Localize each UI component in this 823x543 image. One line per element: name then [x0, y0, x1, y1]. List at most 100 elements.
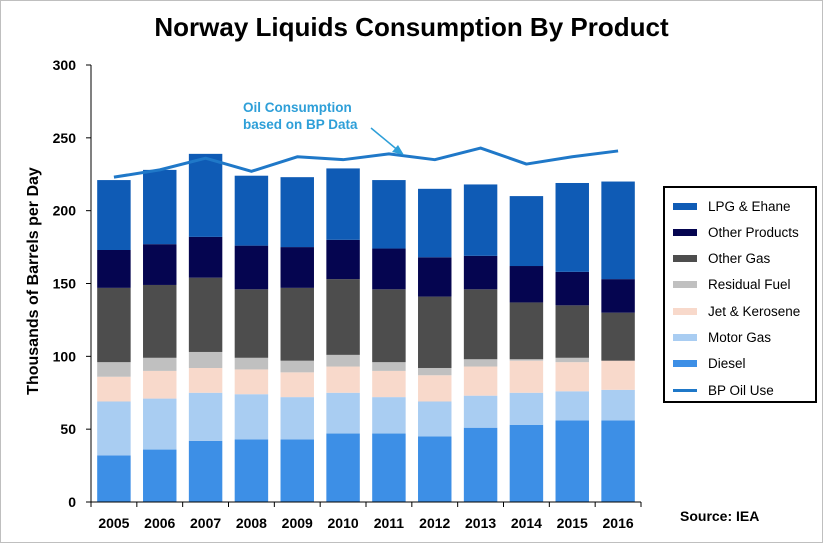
legend-item: Motor Gas: [673, 329, 771, 347]
bar-segment-lpg-ehane: [509, 196, 544, 267]
x-tick-label: 2014: [511, 515, 542, 531]
bar-segment-lpg-ehane: [188, 153, 223, 237]
bar-segment-residual-fuel: [188, 351, 223, 368]
bar-segment-motor-gas: [601, 389, 635, 421]
bar-segment-other-gas: [326, 279, 360, 355]
legend-swatch: [673, 228, 697, 236]
legend-item: Other Products: [673, 223, 799, 241]
y-tick-label: 50: [60, 421, 76, 437]
bar-segment-other-products: [143, 244, 177, 285]
x-tick-label: 2012: [419, 515, 450, 531]
bar-segment-other-products: [555, 271, 589, 306]
bar-segment-jet-kerosene: [418, 375, 452, 402]
bar-segment-other-products: [463, 255, 498, 290]
bar-segment-jet-kerosene: [326, 366, 360, 393]
bar-segment-motor-gas: [143, 398, 177, 450]
bar-segment-other-gas: [418, 296, 452, 368]
bar-segment-diesel: [555, 420, 589, 502]
bar-segment-diesel: [463, 427, 498, 502]
bar-segment-jet-kerosene: [463, 366, 498, 396]
bar-segment-jet-kerosene: [143, 370, 177, 399]
y-tick-label: 100: [53, 348, 77, 364]
bar-segment-diesel: [234, 439, 269, 502]
bar-segment-jet-kerosene: [372, 370, 406, 398]
bar-segment-other-gas: [509, 302, 544, 360]
bar-segment-residual-fuel: [326, 354, 360, 367]
x-tick-label: 2015: [557, 515, 588, 531]
x-tick-label: 2011: [374, 515, 405, 531]
bar-segment-other-gas: [234, 289, 269, 358]
bar-segment-lpg-ehane: [143, 169, 177, 245]
bar-segment-other-gas: [280, 287, 314, 361]
bar-segment-residual-fuel: [234, 357, 269, 370]
bar-segment-residual-fuel: [143, 357, 177, 371]
bar-segment-other-gas: [97, 287, 131, 363]
bar-segment-other-products: [601, 279, 635, 313]
legend-line-swatch: [673, 388, 697, 392]
bar-segment-jet-kerosene: [509, 360, 544, 393]
y-tick-label: 0: [68, 494, 76, 510]
legend-swatch: [673, 334, 697, 341]
bar-segment-other-products: [280, 247, 314, 288]
bar-segment-motor-gas: [372, 397, 406, 434]
bar-segment-diesel: [418, 436, 452, 502]
annotation-text: Oil Consumption: [243, 100, 352, 115]
legend-swatch: [673, 255, 697, 263]
bar-segment-residual-fuel: [463, 359, 498, 367]
bar-segment-motor-gas: [234, 394, 269, 440]
bar-segment-residual-fuel: [418, 367, 452, 376]
bar-segment-lpg-ehane: [463, 184, 498, 256]
bar-segment-other-gas: [463, 289, 498, 360]
legend-swatch: [673, 307, 697, 315]
bar-segment-motor-gas: [97, 401, 131, 456]
bar-segment-other-products: [509, 266, 544, 303]
bar-segment-motor-gas: [509, 392, 544, 425]
legend-label: LPG & Ehane: [708, 198, 791, 214]
bar-segment-diesel: [143, 449, 177, 502]
legend-swatch: [673, 360, 697, 368]
y-tick-label: 250: [53, 130, 77, 146]
bar-segment-lpg-ehane: [418, 188, 452, 258]
bar-segment-jet-kerosene: [280, 372, 314, 398]
legend-swatch: [673, 281, 697, 289]
legend-item: Residual Fuel: [673, 276, 791, 294]
x-tick-label: 2008: [236, 515, 267, 531]
bar-segment-diesel: [372, 433, 406, 502]
bar-segment-lpg-ehane: [234, 175, 269, 246]
bar-segment-motor-gas: [463, 395, 498, 428]
y-tick-label: 150: [53, 276, 77, 292]
bar-segment-other-products: [97, 249, 131, 288]
bar-segment-lpg-ehane: [372, 180, 406, 249]
bar-segment-lpg-ehane: [97, 180, 131, 250]
bp-oil-use-line: [113, 146, 619, 179]
legend-label: Residual Fuel: [708, 277, 791, 293]
legend-label: Jet & Kerosene: [708, 303, 801, 319]
legend-label: Other Products: [708, 224, 799, 240]
legend-item: LPG & Ehane: [673, 197, 791, 215]
bar-segment-other-products: [326, 239, 360, 280]
bar-segment-motor-gas: [326, 392, 360, 434]
legend-swatch: [673, 202, 697, 210]
bar-segment-motor-gas: [188, 392, 223, 441]
bar-segment-lpg-ehane: [280, 177, 314, 248]
bar-segment-motor-gas: [555, 391, 589, 421]
bar-segment-lpg-ehane: [555, 182, 589, 272]
bar-segment-residual-fuel: [97, 362, 131, 377]
bar-segment-diesel: [280, 439, 314, 502]
legend-label: Other Gas: [708, 251, 771, 267]
bar-segment-motor-gas: [280, 397, 314, 440]
legend-item: Diesel: [673, 355, 746, 373]
chart-title: Norway Liquids Consumption By Product: [154, 12, 669, 42]
bar-segment-diesel: [97, 455, 131, 502]
bar-segment-other-products: [372, 248, 406, 290]
annotation-text: based on BP Data: [243, 117, 358, 132]
bar-segment-lpg-ehane: [601, 181, 635, 280]
bar-segment-jet-kerosene: [234, 369, 269, 395]
bar-segment-other-products: [188, 236, 223, 278]
x-tick-label: 2010: [328, 515, 359, 531]
bar-segment-jet-kerosene: [188, 367, 223, 393]
y-tick-label: 200: [53, 203, 77, 219]
bar-segment-motor-gas: [418, 401, 452, 437]
legend-label: Diesel: [708, 356, 746, 372]
